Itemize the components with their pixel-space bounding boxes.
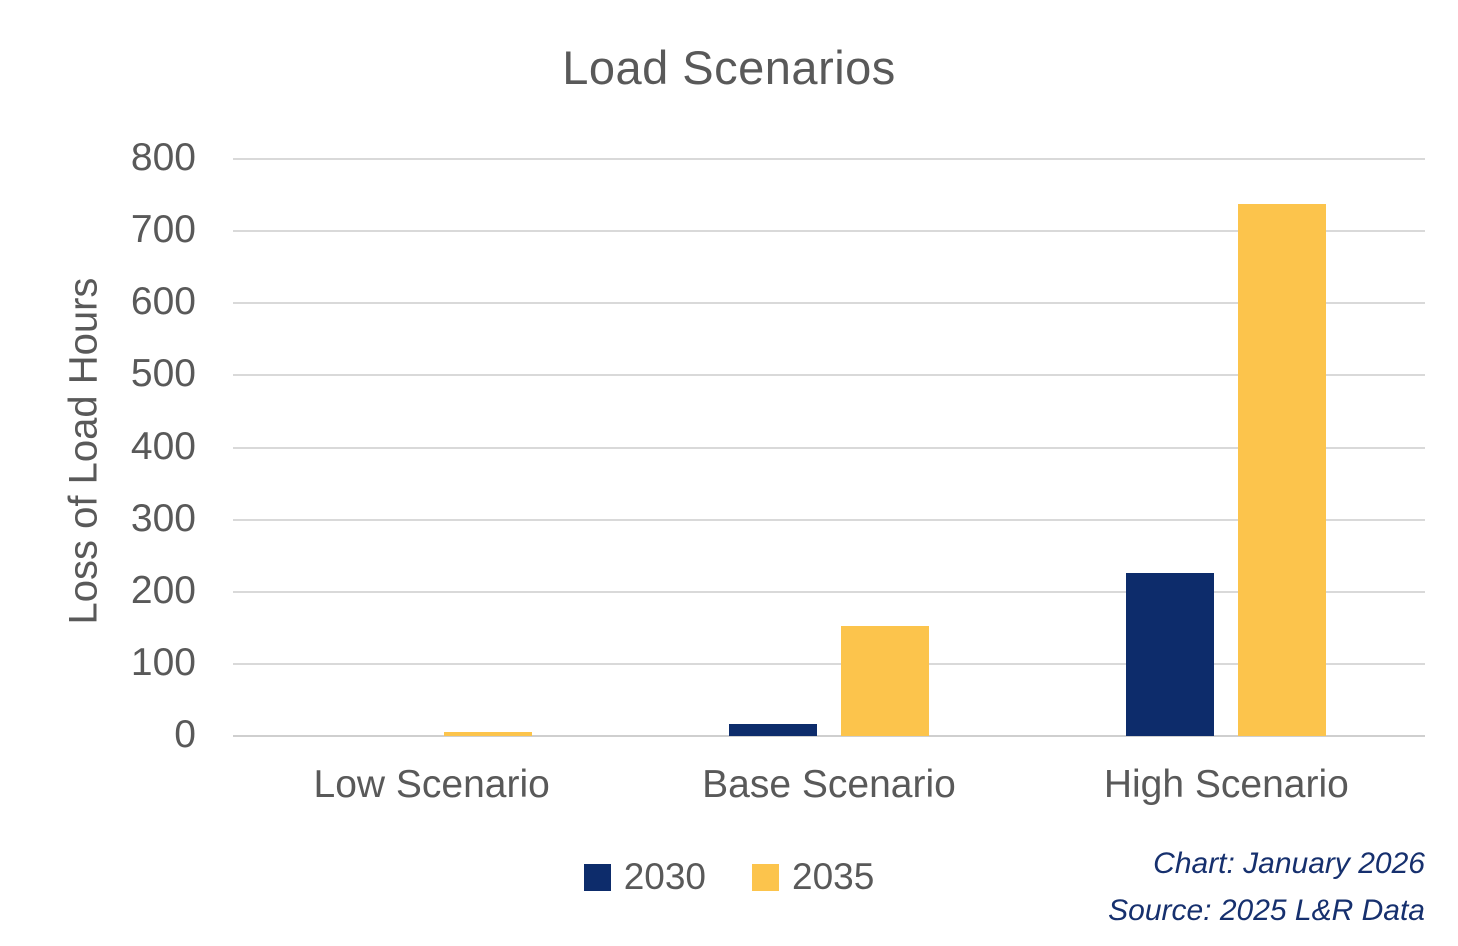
gridline-300 [233,518,1425,521]
chart-notes: Chart: January 2026 Source: 2025 L&R Dat… [1108,840,1425,934]
y-tick-label-400: 400 [130,424,196,468]
chart-title: Load Scenarios [562,41,896,94]
legend-label-2035: 2035 [792,856,875,897]
gridline-200 [233,590,1425,593]
y-tick-label-500: 500 [130,352,196,396]
source-note: Source: 2025 L&R Data [1108,894,1425,927]
category-label-low-scenario: Low Scenario [313,763,550,806]
legend-item-2035: 2035 [752,856,874,898]
bar-2035-low-scenario [443,731,532,736]
bar-2030-base-scenario [729,724,817,736]
category-label-base-scenario: Base Scenario [702,763,956,806]
gridline-600 [233,302,1425,305]
y-tick-label-600: 600 [130,280,196,324]
bar-2030-high-scenario [1126,572,1215,736]
legend-label-2030: 2030 [623,856,706,897]
bar-2035-high-scenario [1238,203,1327,736]
y-tick-label-200: 200 [130,568,196,612]
y-tick-label-300: 300 [130,496,196,540]
gridline-100 [233,662,1425,665]
gridline-700 [233,230,1425,233]
y-tick-label-800: 800 [130,136,196,180]
legend-swatch-2030 [583,863,611,891]
gridline-400 [233,446,1425,449]
gridline-500 [233,374,1425,377]
chart-date-note: Chart: January 2026 [1153,847,1425,880]
bar-2035-base-scenario [841,625,929,736]
legend-swatch-2035 [752,863,779,891]
y-tick-label-100: 100 [130,640,196,684]
legend-item-2030: 2030 [583,856,706,898]
y-tick-label-700: 700 [130,208,196,252]
gridline-0 [233,735,1425,737]
gridline-800 [233,158,1425,160]
legend: 2030 2035 [0,856,1458,898]
y-tick-label-0: 0 [174,713,196,757]
category-label-high-scenario: High Scenario [1103,763,1349,806]
